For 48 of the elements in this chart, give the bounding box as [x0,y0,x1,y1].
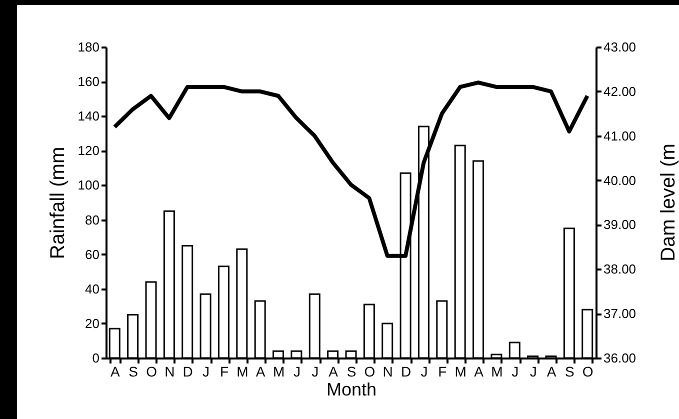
x-tick-label: A [328,364,339,380]
x-tick-label: O [364,364,376,380]
x-tick-label: J [530,364,537,380]
y-tick-label: 80 [85,212,100,228]
x-axis-title: Month [326,380,377,400]
x-tick-label: J [202,364,210,380]
y-tick-label: 160 [78,74,100,90]
x-tick-label: M [491,364,503,380]
x-tick-label: J [512,364,519,380]
x-tick-label: A [474,364,484,380]
y-axis-title: Rainfall (mm [46,146,69,260]
y-tick-label: 0 [92,350,100,366]
x-tick-label: J [293,364,300,380]
x-tick-label: O [146,364,158,380]
y2-tick-label: 38.00 [604,262,636,277]
y2-tick-label: 43.00 [604,40,636,54]
x-tick-label: J [420,364,428,380]
x-tick-label: J [312,364,319,380]
y-tick-label: 140 [78,108,100,124]
y2-tick-label: 37.00 [604,306,636,322]
x-tick-label: D [182,364,193,380]
y-tick-label: 120 [78,143,100,158]
y-tick-label: 60 [85,246,100,262]
x-tick-label: M [236,364,248,380]
x-tick-label: D [400,364,412,380]
y2-tick-label: 42.00 [604,84,636,99]
x-tick-label: O [582,364,594,380]
y-tick-label: 40 [85,281,100,296]
x-tick-label: A [110,364,120,380]
x-tick-label: N [164,364,175,380]
x-tick-label: S [128,364,138,380]
y2-tick-label: 36.00 [604,350,636,366]
y-tick-label: 180 [78,40,100,54]
y-tick-label: 100 [78,178,100,193]
y2-tick-label: 39.00 [604,217,636,232]
y2-axis-title: Dam level (m [658,144,679,262]
x-tick-label: M [454,364,466,380]
x-tick-label: A [546,364,557,380]
x-tick-label: F [438,364,447,380]
y-tick-label: 20 [85,316,100,331]
x-tick-label: N [382,364,393,380]
x-tick-label: S [565,364,574,380]
x-tick-label: A [256,364,266,380]
y2-tick-label: 40.00 [604,172,636,188]
x-tick-label: F [220,364,229,380]
x-tick-label: M [272,364,285,380]
x-tick-label: S [346,364,356,380]
y2-tick-label: 41.00 [604,128,636,144]
